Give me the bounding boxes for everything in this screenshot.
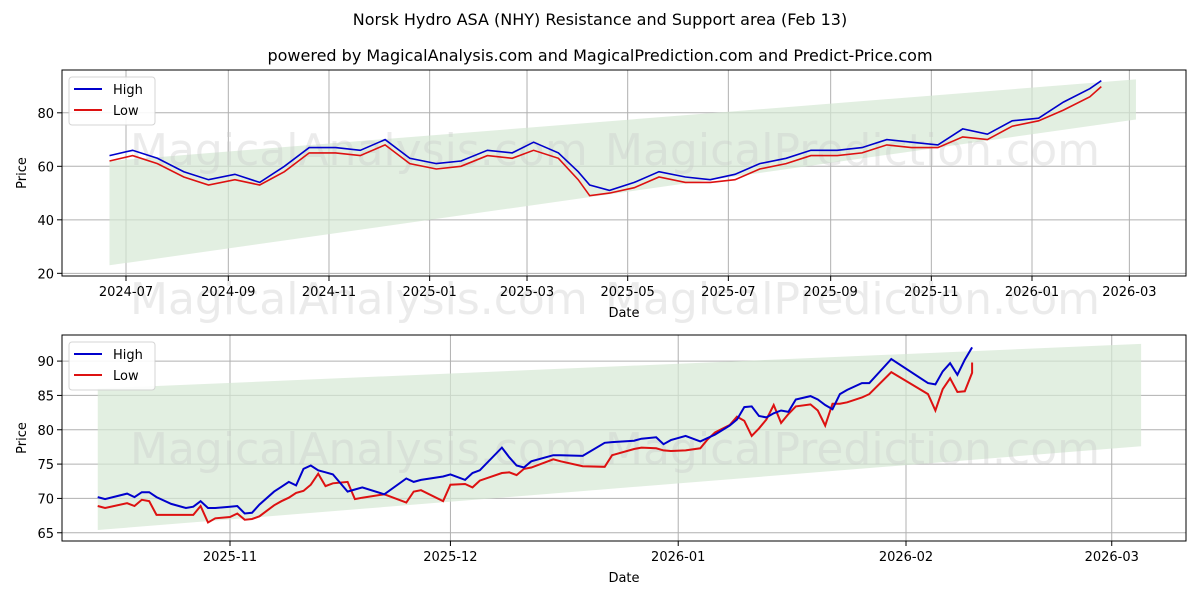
bottom-low-line xyxy=(97,362,974,524)
top-ylabel: Price xyxy=(15,157,30,189)
y-tick-label: 65 xyxy=(37,527,54,542)
watermark-prediction: MagicalPrediction.com xyxy=(605,125,1100,176)
x-tick-label: 2026-01 xyxy=(651,550,705,565)
y-tick-label: 70 xyxy=(37,492,54,507)
legend-high-bottom: High xyxy=(113,348,143,363)
bottom-high-line xyxy=(97,346,973,515)
y-tick-label: 60 xyxy=(37,160,54,175)
bottom-xlabel: Date xyxy=(608,571,639,586)
top-axes-frame xyxy=(61,69,1187,277)
y-tick-label: 80 xyxy=(37,424,54,439)
x-tick-label: 2024-11 xyxy=(302,285,356,300)
x-tick-label: 2025-03 xyxy=(500,285,554,300)
x-tick-label: 2026-01 xyxy=(1005,285,1059,300)
bottom-chart: MagicalAnalysis.com MagicalPrediction.co… xyxy=(15,334,1187,586)
chart-title: Norsk Hydro ASA (NHY) Resistance and Sup… xyxy=(352,10,848,29)
bottom-support-resistance-band xyxy=(97,343,1142,531)
top-legend: High Low xyxy=(68,76,156,126)
bottom-axes-frame xyxy=(61,334,1187,542)
top-xlabel: Date xyxy=(608,306,639,321)
watermark-prediction-2: MagicalPrediction.com xyxy=(605,274,1100,325)
watermark-analysis-2: MagicalAnalysis.com xyxy=(130,274,588,325)
watermark-prediction-3: MagicalPrediction.com xyxy=(605,424,1100,475)
watermark-analysis-3: MagicalAnalysis.com xyxy=(130,424,588,475)
y-tick-label: 85 xyxy=(37,389,54,404)
y-tick-label: 90 xyxy=(37,355,54,370)
bottom-legend: High Low xyxy=(68,341,156,391)
y-tick-label: 75 xyxy=(37,458,54,473)
x-tick-label: 2025-09 xyxy=(804,285,858,300)
legend-low: Low xyxy=(113,104,139,119)
y-tick-label: 80 xyxy=(37,107,54,122)
x-tick-label: 2025-05 xyxy=(601,285,655,300)
top-support-resistance-band xyxy=(109,79,1136,266)
x-tick-label: 2024-07 xyxy=(99,285,153,300)
top-high-line xyxy=(109,80,1102,192)
top-chart: MagicalAnalysis.com MagicalPrediction.co… xyxy=(15,69,1187,325)
legend-high: High xyxy=(113,83,143,98)
chart-subtitle: powered by MagicalAnalysis.com and Magic… xyxy=(267,46,933,65)
y-tick-label: 40 xyxy=(37,214,54,229)
y-tick-label: 20 xyxy=(37,267,54,282)
x-tick-label: 2025-12 xyxy=(423,550,477,565)
x-tick-label: 2025-07 xyxy=(701,285,755,300)
top-low-line xyxy=(109,86,1102,197)
x-tick-label: 2025-11 xyxy=(203,550,257,565)
top-ticks: 20 40 60 80 2024-07 2024-09 2024-11 2025-01 2025… xyxy=(37,107,1156,300)
x-tick-label: 2026-03 xyxy=(1085,550,1139,565)
x-tick-label: 2025-11 xyxy=(904,285,958,300)
bottom-ticks: 65 70 75 80 85 90 2025-11 2025-12 2026-01 2026-02… xyxy=(37,355,1138,565)
x-tick-label: 2025-01 xyxy=(402,285,456,300)
bottom-ylabel: Price xyxy=(15,422,30,454)
x-tick-label: 2026-02 xyxy=(879,550,933,565)
x-tick-label: 2024-09 xyxy=(201,285,255,300)
legend-low-bottom: Low xyxy=(113,369,139,384)
x-tick-label: 2026-03 xyxy=(1102,285,1156,300)
